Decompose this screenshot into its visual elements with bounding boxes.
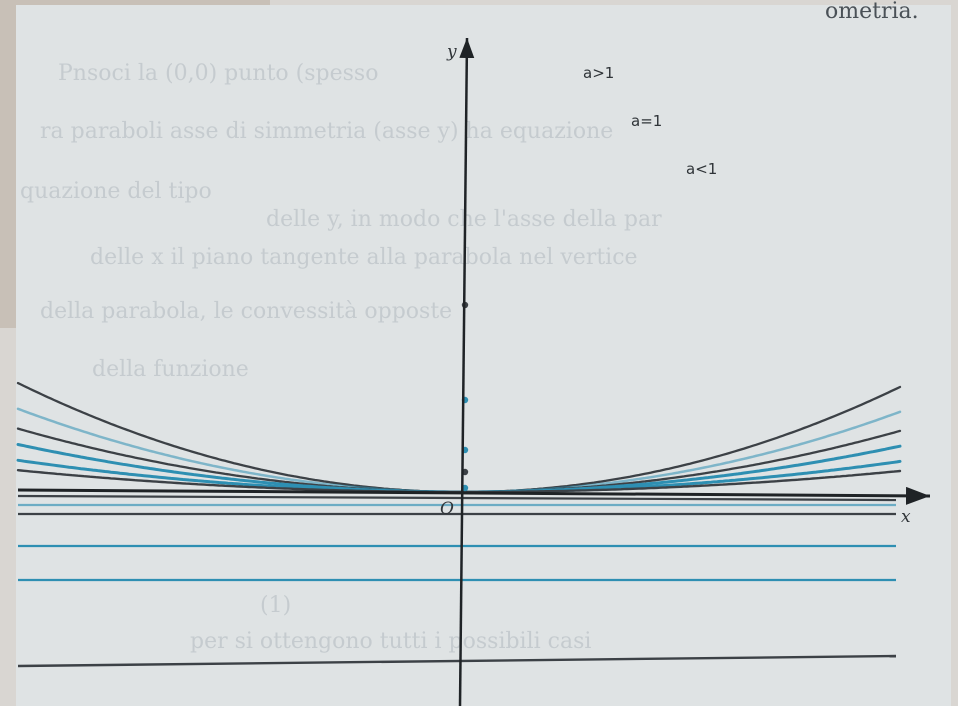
ghost-line: della parabola, le convessità opposte — [40, 299, 452, 324]
ghost-line: quazione del tipo — [20, 179, 212, 204]
ghost-line: (1) — [260, 593, 291, 618]
label-a-greater-than-1: a>1 — [583, 64, 614, 82]
horizontal-lines — [17, 494, 897, 668]
y-axis — [458, 37, 475, 706]
ghost-line: per si ottengono tutti i possibili casi — [190, 629, 591, 654]
ghost-line: ra paraboli asse di simmetria (asse y) h… — [40, 119, 613, 144]
ghost-text-layer: Pnsoci la (0,0) punto (spesso ra parabol… — [20, 61, 662, 654]
horizontal-line — [17, 654, 897, 668]
header-fragment: ometria. — [825, 0, 919, 24]
origin-label: O — [440, 499, 454, 519]
x-axis-label: x — [901, 507, 911, 527]
ghost-line: Pnsoci la (0,0) punto (spesso — [58, 61, 378, 86]
y-axis-label: y — [446, 42, 457, 62]
x-axis — [17, 486, 931, 505]
ghost-line: delle x il piano tangente alla parabola … — [90, 245, 638, 270]
label-a-equals-1: a=1 — [631, 112, 662, 130]
paper-surface — [16, 5, 951, 706]
ghost-line: della funzione — [92, 357, 249, 382]
label-a-less-than-1: a<1 — [686, 160, 717, 178]
horizontal-line — [17, 494, 897, 502]
